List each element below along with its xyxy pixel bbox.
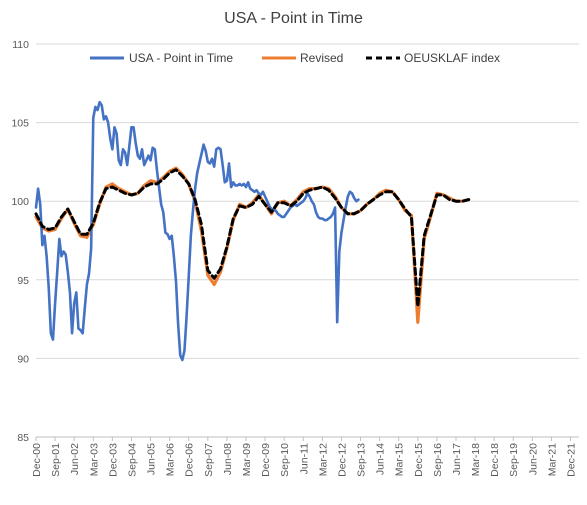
- y-tick-label: 110: [12, 39, 29, 51]
- x-tick-label: Jun-02: [69, 443, 81, 475]
- x-tick-label: Jun-17: [451, 443, 463, 475]
- series-line-usa-point-in-time: [34, 100, 360, 362]
- x-tick-label: Mar-06: [165, 443, 177, 476]
- x-tick-label: Dec-18: [489, 443, 501, 477]
- x-tick-label: Mar-15: [394, 443, 406, 476]
- x-tick-label: Sep-13: [356, 443, 368, 477]
- x-tick-label: Dec-03: [107, 443, 119, 477]
- x-tick-label: Sep-19: [508, 443, 520, 477]
- x-tick-label: Jun-14: [375, 443, 387, 475]
- x-tick-label: Dec-00: [31, 443, 43, 477]
- x-tick-label: Sep-07: [203, 443, 215, 477]
- x-tick-label: Dec-06: [184, 443, 196, 477]
- series-line-oeusklaf-index: [34, 168, 471, 309]
- y-tick-label: 85: [17, 432, 29, 444]
- x-tick-label: Mar-09: [241, 443, 253, 476]
- series-layer: [34, 100, 471, 362]
- legend: USA - Point in Time Revised OEUSKLAF ind…: [90, 51, 500, 65]
- x-tick-label: Sep-10: [279, 443, 291, 477]
- y-tick-label: 105: [11, 118, 29, 130]
- y-tick-label: 90: [17, 353, 29, 365]
- x-tick-label: Dec-12: [336, 443, 348, 477]
- legend-label-oeusklaf: OEUSKLAF index: [404, 51, 500, 65]
- x-tick-label: Sep-01: [50, 443, 62, 477]
- x-tick-label: Sep-04: [126, 443, 138, 477]
- y-axis-ticks: 85 90 95 100 105 110: [11, 39, 29, 444]
- x-tick-label: Jun-20: [527, 443, 539, 475]
- x-tick-label: Dec-09: [260, 443, 272, 477]
- x-tick-label: Mar-21: [546, 443, 558, 476]
- x-tick-label: Jun-11: [298, 443, 310, 474]
- x-axis-ticks: Dec-00 Sep-01 Jun-02 Mar-03 Dec-03 Sep-04 Jun-…: [31, 436, 579, 477]
- legend-label-revised: Revised: [300, 51, 343, 65]
- x-tick-label: Jun-05: [146, 443, 158, 475]
- x-tick-label: Mar-03: [88, 443, 100, 476]
- y-tick-label: 100: [11, 196, 29, 208]
- chart-title: USA - Point in Time: [224, 10, 363, 27]
- x-tick-label: Mar-18: [470, 443, 482, 476]
- x-tick-label: Jun-08: [222, 443, 234, 475]
- y-tick-label: 95: [17, 275, 29, 287]
- legend-label-point-in-time: USA - Point in Time: [129, 51, 233, 65]
- grid: [36, 43, 579, 438]
- x-tick-label: Dec-21: [566, 443, 578, 477]
- x-tick-label: Sep-16: [432, 443, 444, 477]
- x-tick-label: Dec-15: [413, 443, 425, 477]
- x-tick-label: Mar-12: [317, 443, 329, 476]
